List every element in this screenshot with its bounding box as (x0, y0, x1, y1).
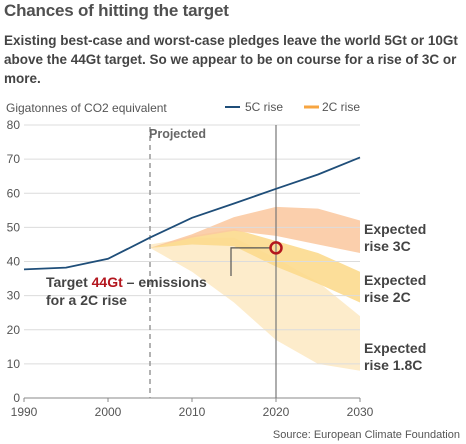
legend: 5C rise 2C rise (225, 100, 360, 114)
band-label-2c-line1: Expected (364, 272, 426, 288)
y-axis-label: Gigatonnes of CO2 equivalent (6, 101, 167, 115)
range-bands (150, 206, 360, 371)
x-tick-label: 2000 (95, 405, 122, 419)
chart-subtitle: Existing best-case and worst-case pledge… (4, 33, 458, 86)
target-marker (269, 241, 283, 255)
target-leader-line (230, 247, 270, 276)
source-note: Source: European Climate Foundation (273, 429, 460, 441)
target-annotation: Target 44Gt – emissions for a 2C rise (46, 274, 207, 308)
legend-label-5c: 5C rise (245, 100, 283, 114)
target-value: 44Gt (92, 274, 123, 290)
annotation-marks (230, 241, 283, 276)
x-tick-label: 2010 (179, 405, 206, 419)
target-annotation-line1: Target 44Gt – emissions (46, 274, 207, 290)
band-label-2c-line2: rise 2C (364, 289, 411, 305)
series-lines (23, 156, 361, 271)
x-tick-label: 1990 (11, 405, 38, 419)
series-line-5c (23, 156, 361, 271)
y-tick-label: 50 (7, 220, 21, 234)
y-tick-label: 0 (13, 391, 20, 405)
band-label-3c-line1: Expected (364, 221, 426, 237)
band-label-3c-line2: rise 3C (364, 238, 411, 254)
x-tick-label: 2020 (263, 405, 290, 419)
y-tick-label: 10 (7, 357, 21, 371)
legend-label-2c: 2C rise (322, 100, 360, 114)
projected-label: Projected (149, 127, 206, 141)
y-tick-label: 20 (7, 323, 21, 337)
x-tick-label: 2030 (347, 405, 374, 419)
y-tick-label: 80 (7, 118, 21, 132)
y-tick-label: 70 (7, 152, 21, 166)
band-label-18c: Expected rise 1.8C (364, 340, 426, 373)
band-label-3c: Expected rise 3C (364, 221, 426, 254)
grid-lines (24, 124, 360, 365)
y-tick-label: 30 (7, 289, 21, 303)
target-annotation-line2: for a 2C rise (46, 292, 127, 308)
band-label-2c: Expected rise 2C (364, 272, 426, 305)
band-label-18c-line1: Expected (364, 340, 426, 356)
y-tick-label: 40 (7, 255, 21, 269)
target-prefix: Target (46, 274, 92, 290)
band-1 (150, 229, 360, 303)
chart-title: Chances of hitting the target (4, 1, 229, 20)
band-2 (150, 206, 360, 253)
target-suffix: – emissions (123, 274, 207, 290)
y-tick-label: 60 (7, 186, 21, 200)
band-label-18c-line2: rise 1.8C (364, 357, 422, 373)
band-0 (150, 237, 360, 371)
